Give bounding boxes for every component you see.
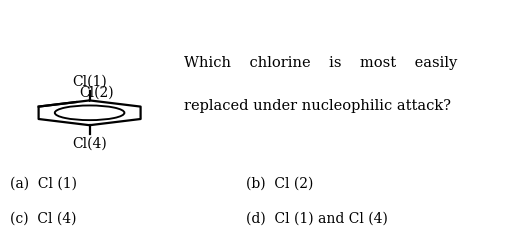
Text: (c)  Cl (4): (c) Cl (4) bbox=[10, 212, 77, 226]
Text: Cl(2): Cl(2) bbox=[79, 86, 114, 100]
Text: Cl(4): Cl(4) bbox=[72, 137, 107, 151]
Text: Cl(1): Cl(1) bbox=[72, 75, 107, 89]
Text: (a)  Cl (1): (a) Cl (1) bbox=[10, 176, 77, 190]
Text: Which    chlorine    is    most    easily: Which chlorine is most easily bbox=[184, 56, 458, 70]
Text: (d)  Cl (1) and Cl (4): (d) Cl (1) and Cl (4) bbox=[246, 212, 388, 226]
Text: replaced under nucleophilic attack?: replaced under nucleophilic attack? bbox=[184, 99, 451, 113]
Text: (b)  Cl (2): (b) Cl (2) bbox=[246, 176, 313, 190]
